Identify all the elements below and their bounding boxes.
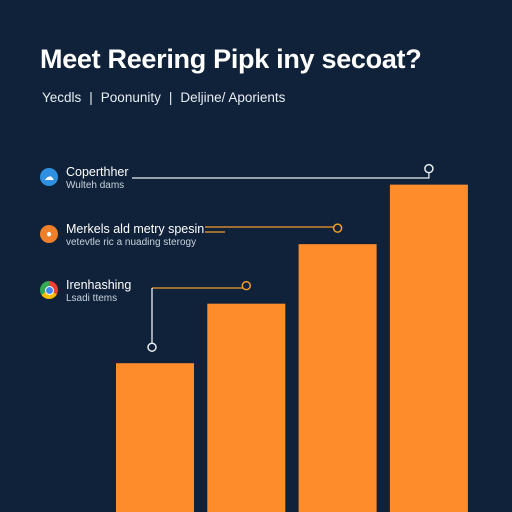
cloud-icon: ☁ (40, 168, 58, 186)
annotation-subtitle: vetevtle ric a nuading sterogy (66, 237, 197, 248)
bar-3 (298, 244, 377, 512)
annotation-irenhashing: Irenhashing Lsadi ttems (40, 278, 131, 305)
callout-dot-3 (332, 223, 343, 233)
bar-1 (116, 363, 194, 512)
page-title: Meet Reering Pipk iny secoat? (40, 44, 422, 74)
callout-line-2 (152, 285, 247, 289)
bar-2 (207, 303, 286, 512)
callout-dot-4 (424, 163, 434, 174)
annotation-title: Merkels ald metry spesin (66, 222, 205, 236)
badge-icon: ● (40, 225, 58, 243)
nav-separator: | (89, 90, 93, 105)
annotation-subtitle: Lsadi ttems (66, 293, 118, 304)
nav-item-deljine[interactable]: Deljine/ Aporients (180, 90, 286, 105)
callout-lines (132, 163, 434, 352)
callout-line-3 (205, 226, 339, 229)
nav-item-yecdls[interactable]: Yecdls (42, 90, 82, 105)
nav-separator: | (168, 90, 173, 105)
callout-dot-2 (241, 280, 252, 291)
annotation-title: Coperthher (66, 165, 129, 179)
annotation-merkels: ● Merkels ald metry spesin vetevtle ric … (40, 222, 204, 249)
nav-item-poonunity[interactable]: Poonunity (100, 90, 161, 105)
annotation-title: Irenhashing (66, 278, 132, 292)
bar-4 (389, 184, 468, 512)
chrome-icon (40, 281, 58, 299)
callout-line-4 (132, 168, 430, 179)
callout-dot-1 (147, 342, 157, 352)
bars (116, 184, 468, 512)
annotation-coperthher: ☁ Coperthher Wulteh dams (40, 165, 129, 192)
annotation-subtitle: Wulteh dams (66, 180, 125, 191)
subtitle-nav: Yecdls | Poonunity | Deljine/ Aporients (42, 90, 285, 105)
